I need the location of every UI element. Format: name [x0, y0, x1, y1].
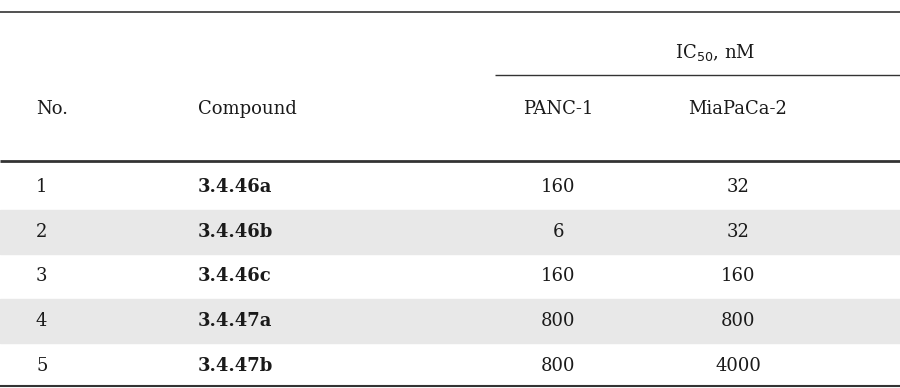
- Text: 800: 800: [721, 312, 755, 330]
- Text: 5: 5: [36, 357, 48, 375]
- Bar: [0, 210, 900, 254]
- Bar: [0, 299, 900, 343]
- Text: 1: 1: [36, 178, 48, 196]
- Text: PANC-1: PANC-1: [523, 100, 593, 118]
- Text: 160: 160: [541, 178, 575, 196]
- Text: 3.4.46c: 3.4.46c: [198, 267, 272, 286]
- Text: 160: 160: [541, 267, 575, 286]
- Text: 800: 800: [541, 312, 575, 330]
- Text: 3: 3: [36, 267, 48, 286]
- Text: 4000: 4000: [716, 357, 760, 375]
- Text: 6: 6: [553, 223, 563, 241]
- Text: IC$_{50}$, nM: IC$_{50}$, nM: [675, 42, 756, 63]
- Text: 3.4.47b: 3.4.47b: [198, 357, 274, 375]
- Text: 3.4.46b: 3.4.46b: [198, 223, 274, 241]
- Text: No.: No.: [36, 100, 68, 118]
- Text: 3.4.47a: 3.4.47a: [198, 312, 273, 330]
- Text: 160: 160: [721, 267, 755, 286]
- Text: 32: 32: [726, 223, 750, 241]
- Text: MiaPaCa-2: MiaPaCa-2: [688, 100, 788, 118]
- Text: 4: 4: [36, 312, 48, 330]
- Text: 32: 32: [726, 178, 750, 196]
- Text: 800: 800: [541, 357, 575, 375]
- Text: Compound: Compound: [198, 100, 297, 118]
- Text: 3.4.46a: 3.4.46a: [198, 178, 273, 196]
- Text: 2: 2: [36, 223, 48, 241]
